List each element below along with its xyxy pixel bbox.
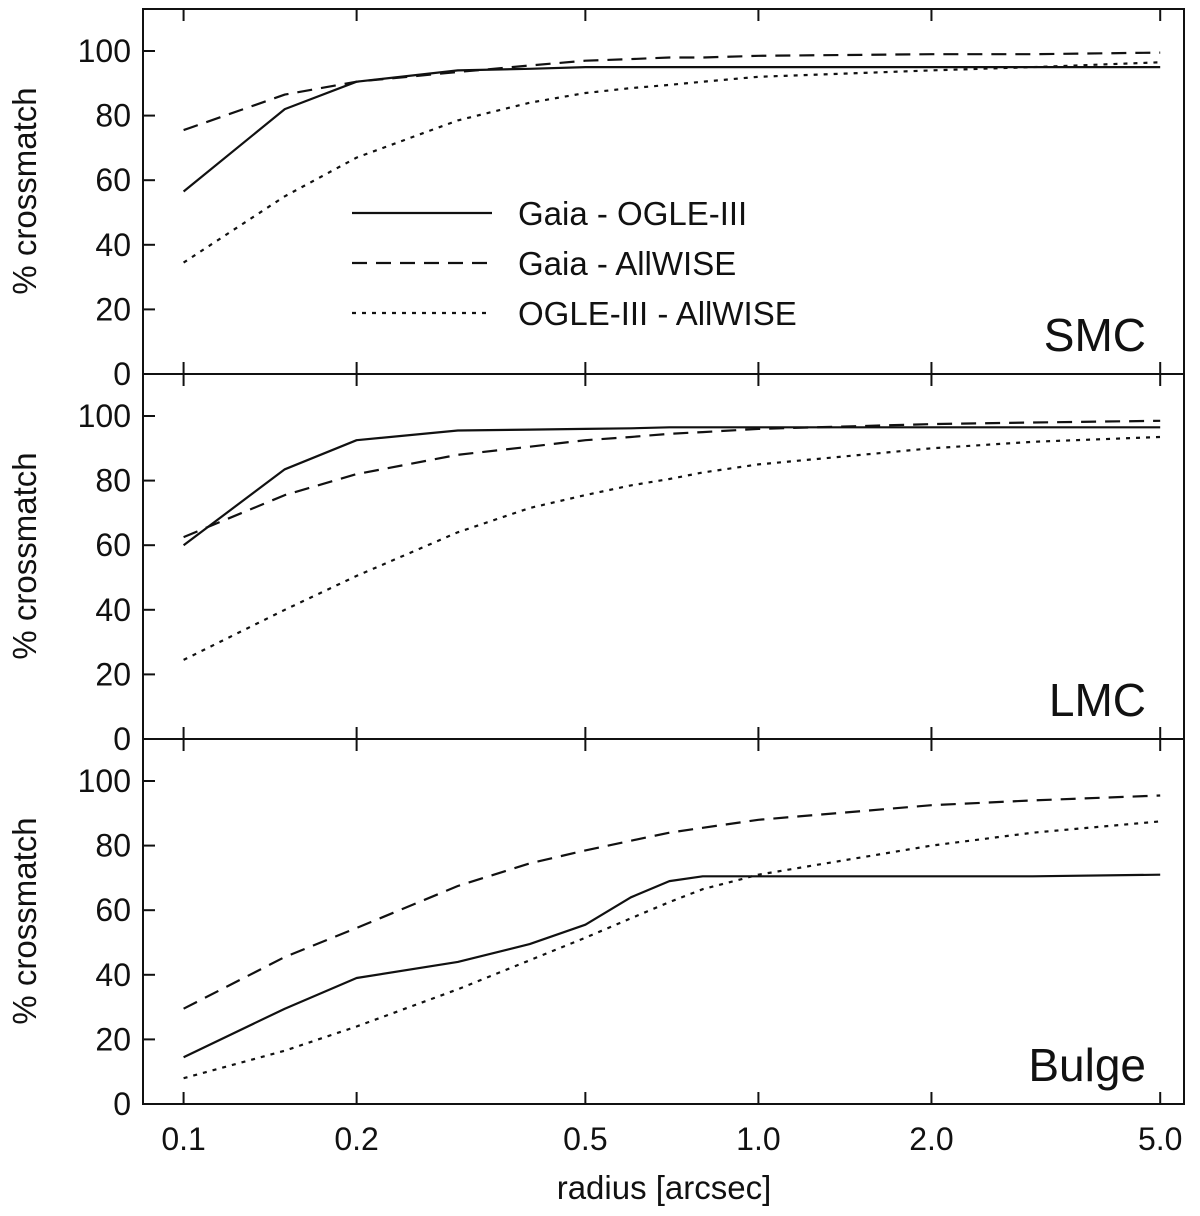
legend-label-gaia-ogle: Gaia - OGLE-III [518, 195, 747, 232]
series-bulge-dashed [183, 794, 1161, 1010]
panel-lmc-y-axis-title: % crossmatch [6, 452, 43, 659]
panel-bulge-series [183, 794, 1161, 1080]
panel-lmc-ticks: 0 20 40 60 80 100 [78, 374, 1162, 757]
x-tick-label: 0.1 [161, 1121, 205, 1157]
panel-lmc-frame [142, 373, 1185, 740]
y-tick-label: 0 [113, 1086, 131, 1122]
series-bulge-dotted [183, 820, 1161, 1080]
series-lmc-solid [182, 426, 1161, 547]
legend: Gaia - OGLE-III Gaia - AllWISE OGLE-III … [352, 195, 797, 332]
x-axis-title: radius [arcsec] [557, 1169, 772, 1206]
x-tick-label: 0.2 [334, 1121, 378, 1157]
x-tick-label: 1.0 [736, 1121, 780, 1157]
y-tick-label: 80 [95, 463, 131, 499]
x-tick-labels: 0.1 0.2 0.5 1.0 2.0 5.0 [161, 1121, 1182, 1157]
y-tick-label: 100 [78, 398, 131, 434]
panel-bulge-ticks: 0 20 40 60 80 100 [78, 739, 1162, 1122]
panel-smc-series [182, 51, 1161, 264]
panel-bulge-y-axis-title: % crossmatch [6, 817, 43, 1024]
panel-smc-label: SMC [1044, 309, 1146, 361]
panel-smc: 0 20 40 60 80 100 % crossmatch SMC [6, 8, 1185, 392]
y-tick-label: 80 [95, 828, 131, 864]
y-tick-label: 40 [95, 227, 131, 263]
y-tick-label: 20 [95, 656, 131, 692]
series-lmc-dashed [183, 419, 1161, 539]
panel-bulge: 0 20 40 60 80 100 % crossmatch Bulge [6, 738, 1185, 1122]
x-tick-label: 0.5 [563, 1121, 607, 1157]
x-tick-label: 5.0 [1138, 1121, 1182, 1157]
y-tick-label: 20 [95, 291, 131, 327]
y-tick-label: 20 [95, 1021, 131, 1057]
series-smc-dashed [183, 51, 1161, 132]
y-tick-label: 100 [78, 763, 131, 799]
y-tick-label: 60 [95, 527, 131, 563]
panel-smc-ticks: 0 20 40 60 80 100 [78, 9, 1162, 392]
panel-lmc-label: LMC [1049, 674, 1146, 726]
legend-label-ogle-allwise: OGLE-III - AllWISE [518, 295, 797, 332]
y-tick-label: 0 [113, 721, 131, 757]
series-lmc-dotted [183, 435, 1161, 661]
panel-bulge-frame [142, 738, 1185, 1105]
y-tick-label: 100 [78, 33, 131, 69]
panel-smc-y-axis-title: % crossmatch [6, 87, 43, 294]
series-smc-dotted [182, 61, 1161, 264]
panel-lmc: 0 20 40 60 80 100 % crossmatch LMC [6, 373, 1185, 757]
y-tick-label: 0 [113, 356, 131, 392]
x-tick-label: 2.0 [909, 1121, 953, 1157]
y-tick-label: 80 [95, 98, 131, 134]
series-bulge-solid [183, 873, 1161, 1059]
panel-lmc-series [182, 419, 1161, 661]
y-tick-label: 60 [95, 892, 131, 928]
panel-bulge-label: Bulge [1028, 1039, 1146, 1091]
y-tick-label: 60 [95, 162, 131, 198]
y-tick-label: 40 [95, 592, 131, 628]
legend-label-gaia-allwise: Gaia - AllWISE [518, 245, 736, 282]
y-tick-label: 40 [95, 957, 131, 993]
x-axis: 0.1 0.2 0.5 1.0 2.0 5.0 radius [arcsec] [161, 1121, 1182, 1206]
